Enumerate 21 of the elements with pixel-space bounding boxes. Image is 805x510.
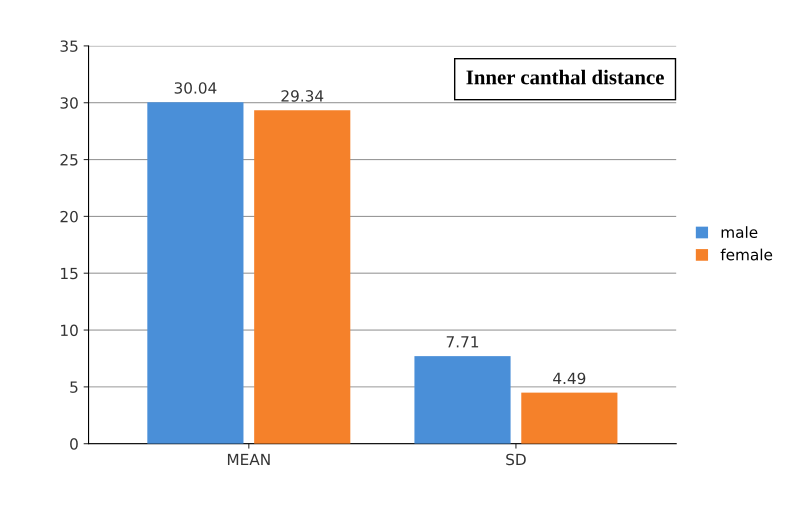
- legend-label: male: [722, 226, 758, 238]
- y-tick-label: 0: [70, 438, 78, 450]
- bar: [414, 356, 511, 444]
- x-tick-label: MEAN: [228, 454, 270, 466]
- data-label: 30.04: [174, 82, 216, 94]
- y-tick-label: 20: [60, 210, 78, 222]
- legend-label: female: [720, 248, 772, 260]
- bar: [147, 102, 244, 444]
- x-tick-label: SD: [506, 454, 526, 466]
- data-label: 29.34: [281, 90, 324, 102]
- y-tick-label: 15: [61, 268, 78, 280]
- y-tick-label: 10: [61, 324, 78, 336]
- data-label: 4.49: [553, 372, 586, 384]
- y-tick-label: 25: [60, 154, 78, 166]
- bar: [521, 392, 618, 444]
- text: Inner canthal distance: [466, 70, 664, 84]
- data-label: 7.71: [446, 336, 478, 348]
- bar: [254, 110, 350, 444]
- y-tick-label: 35: [60, 40, 78, 52]
- y-tick-label: 30: [60, 97, 78, 109]
- y-tick-label: 5: [70, 382, 78, 393]
